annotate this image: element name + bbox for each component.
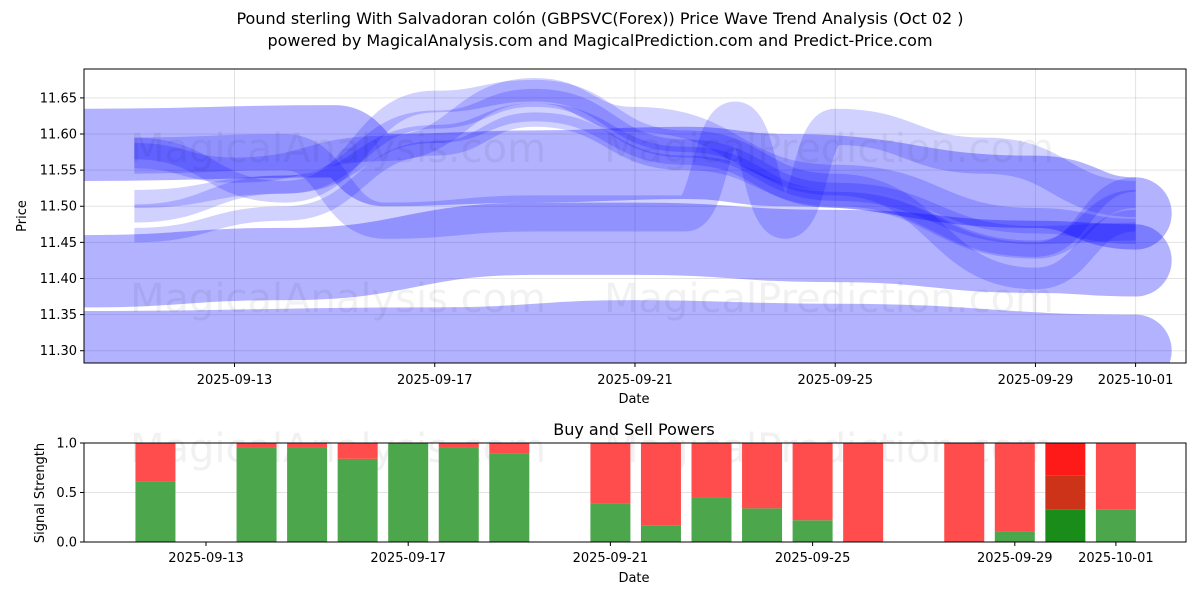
wave-band-9 [134, 112, 1137, 257]
sub-chart-title: Buy and Sell Powers [553, 420, 715, 439]
main-y-tick-label: 11.65 [40, 91, 77, 106]
main-y-tick-label: 11.30 [40, 344, 77, 359]
sub-x-tick-label: 2025-09-17 [370, 551, 446, 566]
main-y-tick-label: 11.45 [40, 236, 77, 251]
sub-x-tick-label: 2025-09-21 [573, 551, 649, 566]
watermark-1: MagicalAnalysis.com [130, 126, 546, 172]
buy-bar [742, 508, 783, 542]
wave-band-1 [84, 300, 1172, 363]
buy-bar [590, 503, 631, 542]
buy-bar [1095, 509, 1136, 542]
sell-bar [640, 443, 681, 526]
main-axes: 11.30 11.35 11.40 11.45 11.50 11.55 11.60 11.65… [40, 91, 1174, 388]
sub-x-tick-label: 2025-10-01 [1078, 551, 1154, 566]
sub-x-tick-label: 2025-09-13 [168, 551, 244, 566]
buy-bar [691, 497, 732, 542]
wave-band-2 [84, 202, 1172, 308]
buy-bar [640, 525, 681, 542]
wave-band-5 [134, 78, 1136, 245]
sub-axes: 0.0 0.5 1.0 2025-09-13 2025-09-17 2025-09-21 2… [56, 437, 1153, 567]
sub-y-tick-label: 1.0 [56, 437, 77, 452]
wave-band-6 [134, 79, 1137, 290]
main-x-tick-label: 2025-09-13 [197, 373, 273, 388]
sell-mid-bar [1045, 475, 1086, 510]
buy-bar [337, 458, 378, 542]
buy-bar [438, 447, 479, 542]
buy-bar [489, 453, 530, 542]
sub-y-tick-label: 0.0 [56, 536, 77, 551]
main-y-axis-label: Price [15, 200, 30, 232]
sell-bar [742, 443, 783, 509]
main-x-tick-label: 2025-09-25 [797, 373, 873, 388]
main-grid [84, 69, 1186, 363]
watermark-4: MagicalPrediction.com [604, 276, 1054, 322]
wave-band-3 [84, 105, 1172, 250]
buy-bar [388, 443, 429, 542]
buy-bar [287, 447, 328, 542]
main-y-tick-label: 11.60 [40, 128, 77, 143]
buy-bar [236, 447, 277, 542]
main-y-tick-label: 11.35 [40, 308, 77, 323]
main-x-tick-label: 2025-09-17 [397, 373, 473, 388]
sell-bar [337, 443, 378, 459]
wave-layer [84, 78, 1172, 363]
sell-bar [792, 443, 833, 521]
buy-bar [1045, 509, 1086, 542]
sell-bar [994, 443, 1035, 532]
buy-bar [792, 520, 833, 542]
sell-bar [1045, 443, 1086, 476]
sub-y-tick-label: 0.5 [56, 486, 77, 501]
sell-bar [489, 443, 530, 454]
wave-band-7 [134, 88, 1136, 245]
watermark-3: MagicalAnalysis.com [130, 276, 546, 322]
sell-bar [438, 443, 479, 448]
wave-band-4 [134, 101, 1137, 239]
main-x-tick-label: 2025-09-21 [597, 373, 673, 388]
sell-bar [590, 443, 631, 504]
watermark-2: MagicalPrediction.com [604, 126, 1054, 172]
main-x-tick-label: 2025-10-01 [1098, 373, 1174, 388]
buy-bar [135, 481, 176, 542]
main-x-tick-label: 2025-09-29 [998, 373, 1074, 388]
chart-title: Pound sterling With Salvadoran colón (GB… [236, 9, 964, 28]
sub-y-axis-label: Signal Strength [33, 443, 48, 543]
buy-bar [994, 531, 1035, 542]
sell-bar [287, 443, 328, 448]
main-y-tick-label: 11.50 [40, 200, 77, 215]
main-y-tick-label: 11.40 [40, 272, 77, 287]
sell-bar [691, 443, 732, 498]
wave-band-8 [134, 103, 1137, 259]
sell-bar [843, 443, 884, 542]
bar-layer [135, 443, 1136, 542]
sell-bar [944, 443, 985, 542]
sub-x-tick-label: 2025-09-25 [775, 551, 851, 566]
main-y-tick-label: 11.55 [40, 164, 77, 179]
chart-subtitle: powered by MagicalAnalysis.com and Magic… [267, 31, 933, 50]
sell-bar [135, 443, 176, 482]
sub-x-axis-label: Date [618, 571, 649, 586]
sell-bar [1095, 443, 1136, 510]
sub-x-tick-label: 2025-09-29 [977, 551, 1053, 566]
main-x-axis-label: Date [618, 392, 649, 407]
sell-bar [236, 443, 277, 448]
